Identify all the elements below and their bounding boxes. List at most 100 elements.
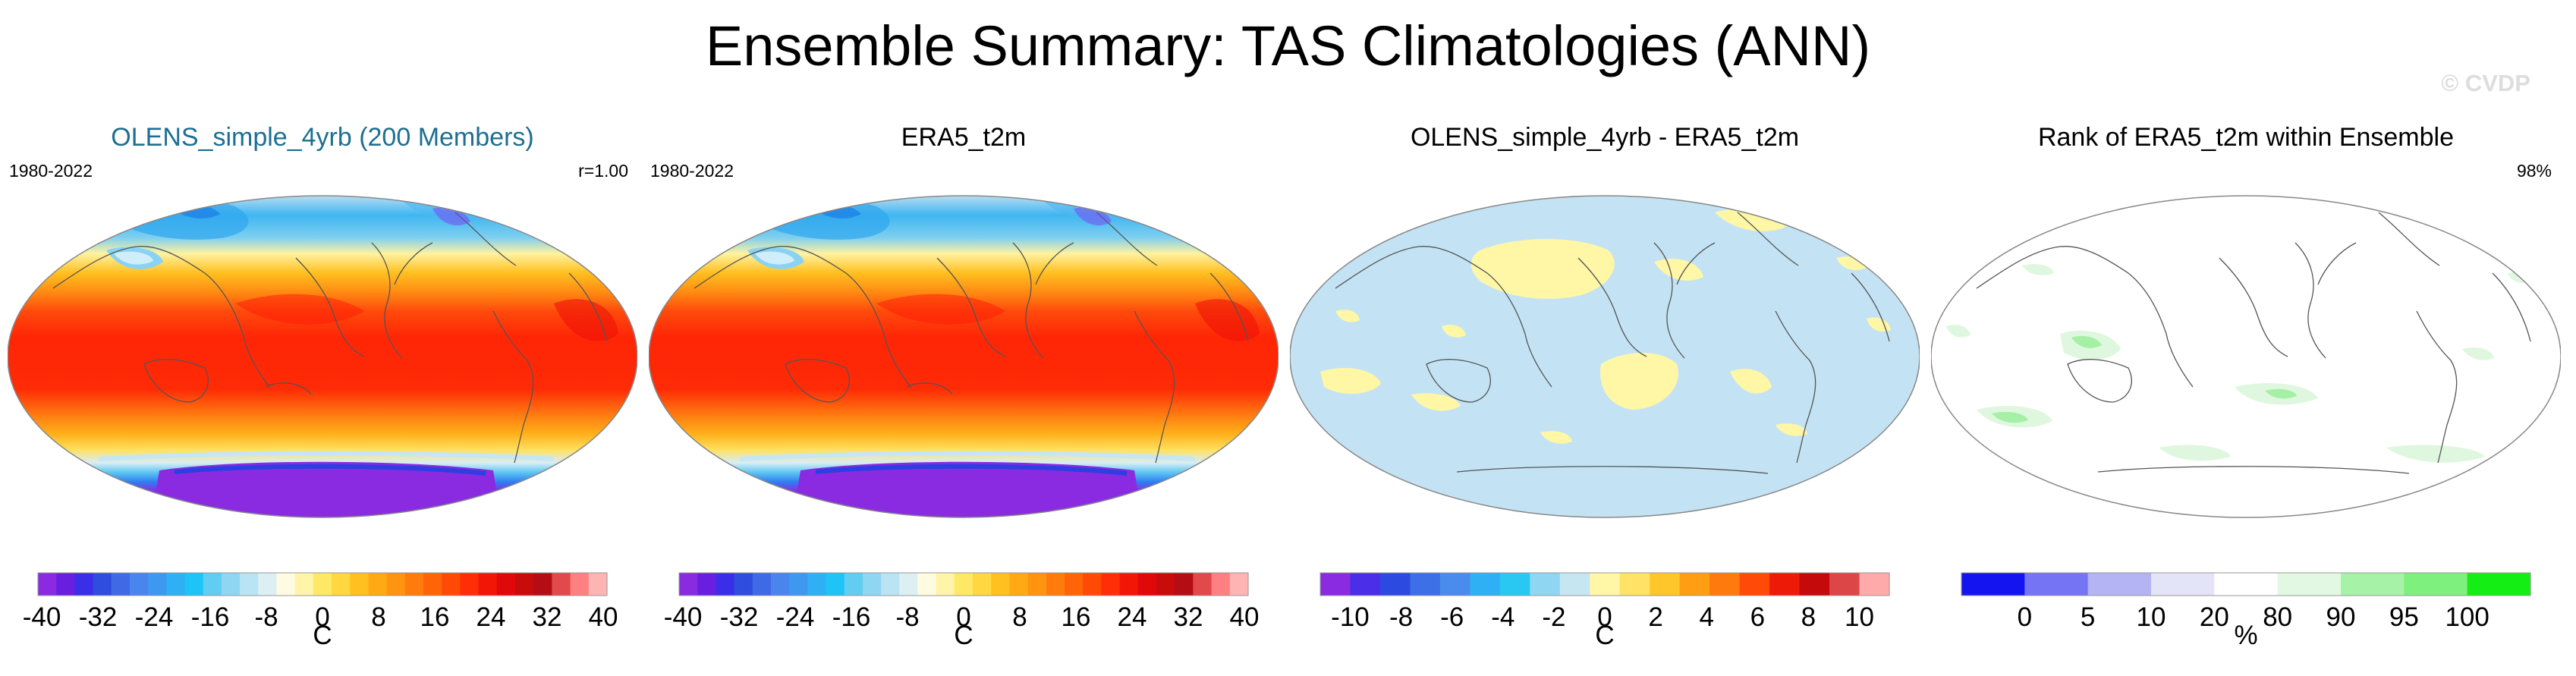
colorbar-segment [2151,573,2215,596]
colorbar-segment [294,573,314,596]
colorbar-segment [789,573,808,596]
colorbar-segment [1175,573,1194,596]
colorbar-outline [678,572,1249,596]
colorbar-segment [313,573,332,596]
colorbar-segment [899,573,919,596]
colorbar-segment [1046,573,1065,596]
colorbar-segment [368,573,388,596]
colorbar-segment [1119,573,1139,596]
colorbar-segment [93,573,112,596]
colorbar-tick-label: -2 [1542,602,1565,632]
colorbar-tick-label: 20 [2200,602,2229,632]
colorbar-segment [1320,573,1351,596]
colorbar-segment [991,573,1011,596]
colorbar-segment [184,573,204,596]
colorbar-tick-label: 10 [1845,602,1874,632]
colorbar-tick-label: -4 [1491,602,1514,632]
colorbar-segment [1619,573,1650,596]
panel-title: OLENS_simple_4yrb - ERA5_t2m [1410,123,1800,152]
colorbar-tick-label: -8 [1389,602,1413,632]
colorbar-segment [350,573,370,596]
colorbar-segment [38,573,57,596]
colorbar-segment [221,573,241,596]
colorbar-segment [1679,573,1710,596]
colorbar-tick-label: 80 [2263,602,2292,632]
colorbar: -40 -32 -24 -16 -8 0 8 16 24 32 40 [23,572,618,649]
colorbar-segment [973,573,992,596]
colorbar-segment [1137,573,1157,596]
panel-difference: OLENS_simple_4yrb - ERA5_t2m [1290,121,1920,668]
colorbar-tick-label: -16 [832,602,871,632]
colorbar-segment [203,573,222,596]
colorbar-tick-label: -8 [254,602,278,632]
colorbar-segment [1410,573,1441,596]
colorbar-segment [442,573,461,596]
colorbar-segment [552,573,571,596]
colorbar-tick-label: -6 [1440,602,1464,632]
colorbar: -10 -8 -6 -4 -2 0 2 4 6 8 10 [1319,572,1890,649]
colorbar-segment [807,573,827,596]
correlation-label: r=1.00 [578,161,628,181]
temperature-map [8,159,637,524]
colorbar-segment [74,573,94,596]
colorbar-segment [533,573,553,596]
colorbar-segment [2214,573,2279,596]
colorbar-outline [1961,572,2531,596]
colorbar-tick-label: -32 [79,602,118,632]
colorbar-segment [240,573,259,596]
colorbar-outline [37,572,608,596]
colorbar-segment [752,573,772,596]
colorbar-outline [1319,572,1890,596]
colorbar-segment [1083,573,1102,596]
colorbar-segment [862,573,882,596]
colorbar-tick-label: 32 [533,602,562,632]
colorbar-segment [496,573,516,596]
colorbar-tick-label: 5 [2081,602,2095,632]
colorbar-segment [332,573,351,596]
colorbar-segment [2404,573,2468,596]
panel-rank: Rank of ERA5_t2m within Ensemble 98% [1931,121,2561,668]
colorbar-segment [258,573,278,596]
colorbar-unit: C [1595,621,1615,650]
rank-map [1931,159,2561,524]
colorbar-segment [56,573,75,596]
colorbar-segment [1799,573,1830,596]
colorbar-tick-label: 4 [1699,602,1713,632]
rank-percentage-label: 98% [2516,161,2552,181]
colorbar-segment [1499,573,1530,596]
colorbar-tick-label: 0 [315,602,329,632]
period-label: 1980-2022 [650,161,734,181]
colorbar-unit: C [313,621,332,650]
colorbar-segment [1470,573,1501,596]
colorbar-segment [1027,573,1047,596]
colorbar-tick-label: 40 [1230,602,1260,632]
colorbar-tick-label: -40 [664,602,703,632]
colorbar-segment [1439,573,1470,596]
colorbar-segment [276,573,296,596]
colorbar-tick-label: 6 [1750,602,1765,632]
colorbar-segment [881,573,900,596]
colorbar-segment [936,573,955,596]
colorbar-segment [1009,573,1029,596]
colorbar-tick-label: 0 [1597,602,1612,632]
colorbar-tick-label: 10 [2137,602,2166,632]
colorbar-tick-label: 8 [1012,602,1027,632]
colorbar-segment [2341,573,2405,596]
colorbar-segment [917,573,937,596]
colorbar-segment [478,573,498,596]
colorbar-segment [1590,573,1621,596]
colorbar-tick-label: 16 [420,602,450,632]
colorbar-tick-label: 16 [1062,602,1091,632]
colorbar-segment [1829,573,1860,596]
colorbar-tick-label: 32 [1174,602,1203,632]
colorbar-segment [2024,573,2089,596]
panel-observations: ERA5_t2m 1980-2022 [649,121,1279,668]
colorbar-segment [129,573,149,596]
colorbar-tick-label: -24 [776,602,815,632]
colorbar-segment [423,573,442,596]
colorbar-segment [148,573,167,596]
colorbar-segment [2087,573,2152,596]
colorbar-segment [1859,573,1890,596]
colorbar-tick-label: -32 [720,602,759,632]
colorbar-segment [697,573,716,596]
